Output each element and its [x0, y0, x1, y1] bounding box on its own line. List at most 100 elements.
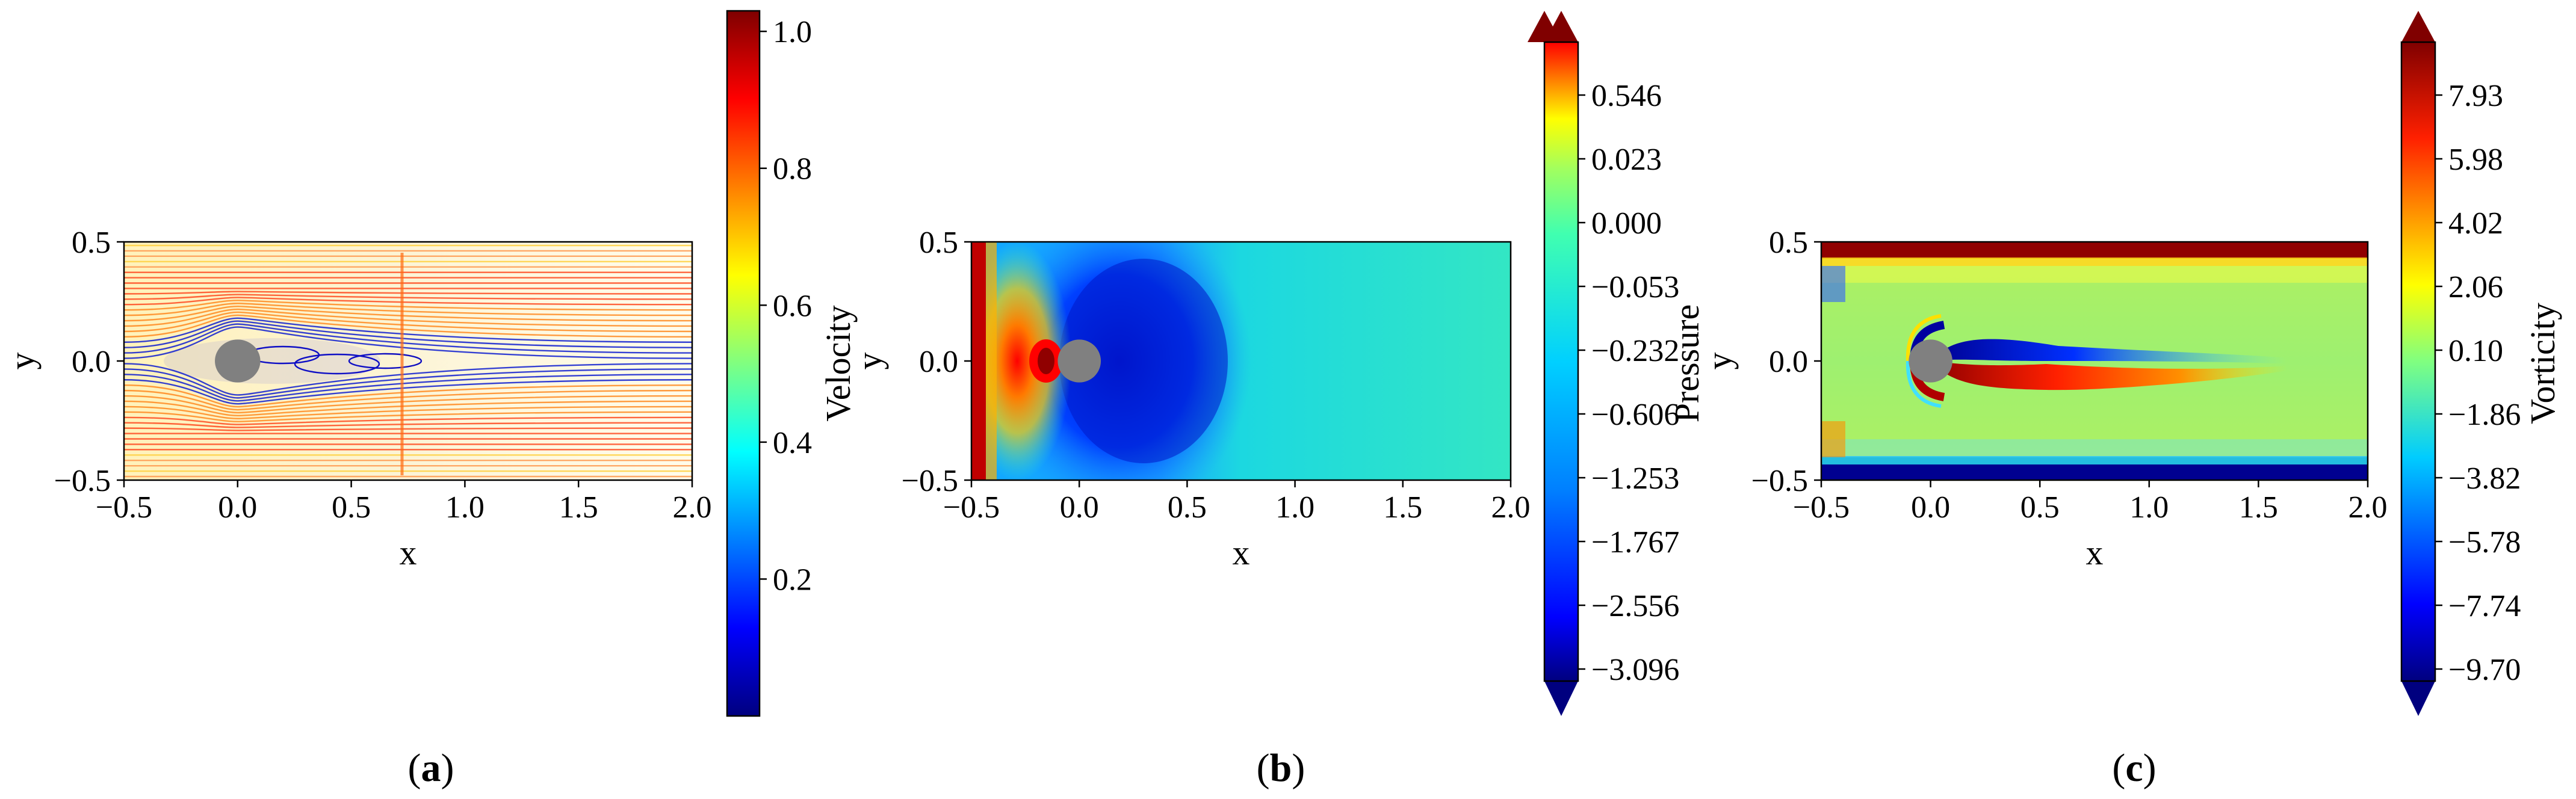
axes-ticks: −0.5 0.0 0.5 1.0 1.5 2.0 0.5 0.0 −0.5 [54, 226, 712, 525]
colorbar-tick-label: −3.82 [2448, 461, 2521, 496]
y-tick-label: 0.0 [72, 345, 111, 379]
colorbar-tick-label: 0.10 [2448, 334, 2503, 368]
x-tick-label: 1.5 [2239, 490, 2278, 525]
x-tick-label: 0.0 [1060, 490, 1099, 525]
colorbar-frame [1543, 41, 1579, 682]
colorbar-tick-label: −0.232 [1591, 334, 1679, 368]
y-axis-label: y [850, 353, 889, 370]
colorbar-frame [726, 10, 761, 717]
y-axis-label: y [1700, 353, 1739, 370]
axes-ticks: −0.5 0.0 0.5 1.0 1.5 2.0 0.5 0.0 −0.5 [1751, 226, 2388, 525]
colorbar-tick-label: 0.2 [773, 563, 812, 597]
streamline [124, 406, 692, 419]
colorbar-label: Velocity [819, 305, 858, 421]
caption-a: (a) [408, 746, 454, 790]
streamline [124, 303, 692, 316]
colorbar-extend-min [1544, 681, 1578, 716]
colorbar-tick-label: −5.78 [2448, 525, 2521, 560]
x-tick-label: 0.0 [1911, 490, 1950, 525]
streamline [124, 395, 692, 414]
streamline [124, 422, 692, 428]
colorbar-tick-label: −1.253 [1591, 461, 1679, 496]
streamline [124, 320, 692, 348]
colorbar-velocity [727, 11, 760, 716]
colorbar-ticks: 1.0 0.8 0.6 0.4 0.2 [760, 15, 812, 597]
colorbar-tick-label: 0.000 [1591, 206, 1662, 241]
streamline [124, 291, 692, 295]
x-axis-label: x [400, 533, 417, 572]
colorbar-tick-label: 0.8 [773, 152, 812, 187]
colorbar-tick-label: 2.06 [2448, 270, 2503, 304]
streamline [124, 374, 692, 402]
streamline [124, 311, 692, 333]
colorbar-ticks: 7.93 5.98 4.02 2.06 0.10 −1.86 −3.82 −5.78 −7.74… [2435, 79, 2521, 687]
recirculation-loop [294, 353, 380, 375]
streamline [124, 326, 692, 359]
x-tick-label: 1.5 [559, 490, 598, 525]
streamline [124, 416, 692, 425]
x-tick-label: 2.0 [1491, 490, 1531, 525]
x-tick-label: 1.0 [1275, 490, 1314, 525]
colorbar-label: Vorticity [2523, 303, 2562, 424]
colorbar-tick-label: 7.93 [2448, 79, 2503, 113]
cylinder-obstacle [1057, 339, 1101, 383]
cylinder-obstacle [215, 339, 261, 383]
y-tick-label: 0.5 [919, 226, 958, 260]
x-axis-label: x [2086, 533, 2104, 572]
colorbar-tick-label: −1.86 [2448, 398, 2521, 432]
streamlines [124, 244, 692, 478]
streamline [124, 389, 692, 411]
colorbar-tick-label: −0.053 [1591, 270, 1679, 304]
x-tick-label: −0.5 [943, 490, 1000, 525]
panel-c-vorticity: −0.5 0.0 0.5 1.0 1.5 2.0 0.5 0.0 −0.5 x y 7.93 5.… [1700, 11, 2562, 716]
streamline [124, 317, 692, 343]
colorbar-tick-label: 5.98 [2448, 143, 2503, 177]
cylinder-obstacle [1909, 339, 1952, 383]
colorbar-tick-label: 1.0 [773, 15, 812, 49]
y-tick-label: −0.5 [1751, 464, 1808, 498]
x-axis-label: x [1233, 533, 1250, 572]
streamline [124, 368, 692, 399]
colorbar-tick-label: −2.556 [1591, 589, 1679, 623]
streamline [124, 400, 692, 417]
x-tick-label: 2.0 [673, 490, 712, 525]
x-tick-label: 0.0 [218, 490, 257, 525]
axes-ticks: −0.5 0.0 0.5 1.0 1.5 2.0 0.5 0.0 −0.5 [902, 226, 1531, 525]
streamline [124, 297, 692, 306]
recirculation-loop [348, 353, 423, 369]
colorbar-tick-label: 0.4 [773, 426, 812, 460]
x-tick-label: −0.5 [1793, 490, 1850, 525]
y-tick-label: 0.0 [919, 345, 958, 379]
streamline [124, 314, 692, 338]
y-tick-label: −0.5 [902, 464, 958, 498]
streamline [124, 323, 692, 354]
x-tick-label: 1.0 [445, 490, 485, 525]
panel-b-pressure: −0.5 0.0 0.5 1.0 1.5 2.00.50.0−0.5 x y 0.5460… [850, 11, 1706, 716]
colorbar-extend-max [2401, 11, 2435, 42]
x-tick-label: 0.5 [332, 490, 371, 525]
streamline [124, 294, 692, 300]
colorbar-vorticity [2401, 42, 2435, 681]
x-tick-label: 1.0 [2129, 490, 2169, 525]
colorbar-tick-label: 0.6 [773, 289, 812, 323]
streamline [124, 379, 692, 405]
colorbar-tick-label: 0.023 [1591, 143, 1662, 177]
colorbar-pressure [1544, 42, 1578, 681]
velocity-field [124, 242, 692, 480]
y-tick-label: 0.5 [72, 226, 111, 260]
colorbar-tick-label: 4.02 [2448, 206, 2503, 241]
vorticity-field [1821, 242, 2368, 480]
y-tick-label: 0.5 [1769, 226, 1808, 260]
colorbar-tick-label: −9.70 [2448, 653, 2521, 687]
x-tick-label: −0.5 [96, 490, 152, 525]
streamline [124, 363, 692, 396]
x-tick-label: 1.5 [1383, 490, 1422, 525]
y-axis-label: y [2, 353, 42, 370]
x-tick-label: 2.0 [2348, 490, 2388, 525]
streamline [124, 308, 692, 327]
colorbar-tick-label: −7.74 [2448, 589, 2521, 623]
colorbar-tick-label: −0.606 [1591, 398, 1679, 432]
streamline [124, 427, 692, 431]
y-tick-label: −0.5 [54, 464, 111, 498]
